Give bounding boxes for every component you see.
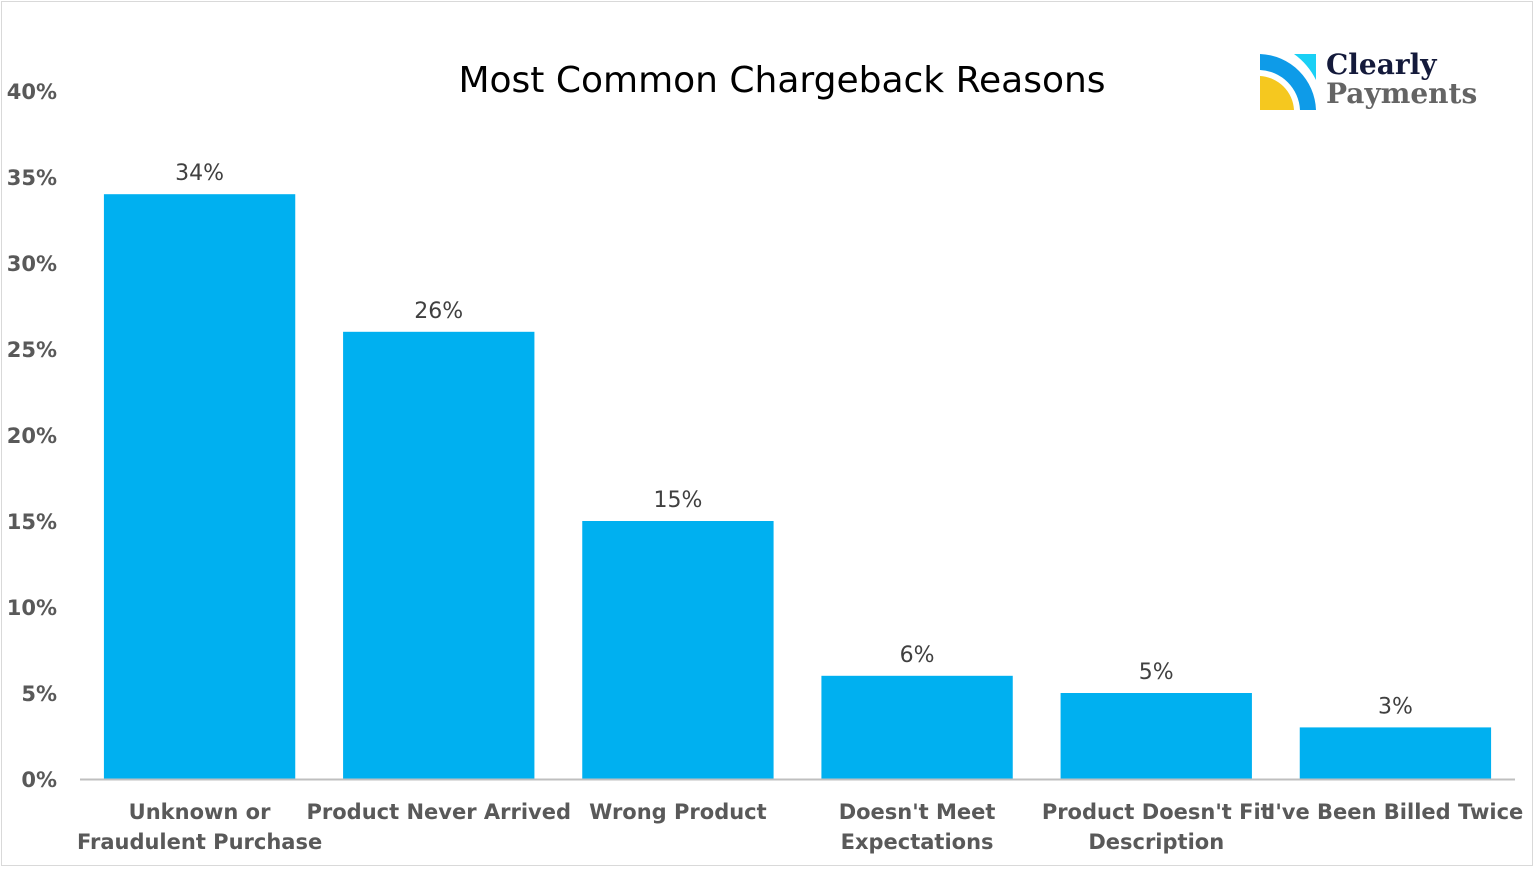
data-label: 6%: [900, 643, 935, 668]
bar: [343, 331, 535, 779]
bar: [103, 194, 296, 779]
clearly-payments-logo: Clearly Payments: [1258, 50, 1488, 114]
x-tick-label: I've Been Billed Twice: [1268, 800, 1524, 824]
x-tick-label: Description: [1088, 830, 1224, 854]
y-tick-label: 25%: [7, 338, 57, 362]
y-tick-label: 35%: [7, 166, 57, 190]
data-label: 15%: [653, 488, 702, 513]
x-tick-label: Expectations: [841, 830, 994, 854]
x-tick-label: Unknown or: [129, 800, 271, 824]
y-tick-label: 0%: [21, 768, 57, 792]
y-tick-label: 40%: [7, 80, 57, 104]
x-tick-label: Fraudulent Purchase: [77, 830, 322, 854]
x-tick-label: Product Doesn't Fit: [1042, 800, 1271, 824]
data-label: 3%: [1378, 694, 1413, 719]
chart-title: Most Common Chargeback Reasons: [458, 60, 1105, 101]
y-tick-label: 15%: [7, 510, 57, 534]
bar: [821, 675, 1013, 779]
x-tick-label: Wrong Product: [589, 800, 767, 824]
x-tick-label: Product Never Arrived: [307, 800, 572, 824]
y-tick-label: 5%: [21, 682, 57, 706]
logo-text-line1: Clearly: [1326, 48, 1437, 81]
data-label: 5%: [1139, 660, 1174, 685]
y-tick-label: 10%: [7, 596, 57, 620]
bar: [582, 521, 774, 779]
bar: [1060, 693, 1252, 779]
y-tick-label: 30%: [7, 252, 57, 276]
x-tick-label: Doesn't Meet: [839, 800, 996, 824]
logo-text-line2: Payments: [1326, 77, 1478, 110]
y-tick-label: 20%: [7, 424, 57, 448]
data-label: 26%: [414, 299, 463, 324]
logo-mark-icon: [1260, 54, 1316, 110]
bar: [1299, 727, 1492, 779]
data-label: 34%: [175, 161, 224, 186]
